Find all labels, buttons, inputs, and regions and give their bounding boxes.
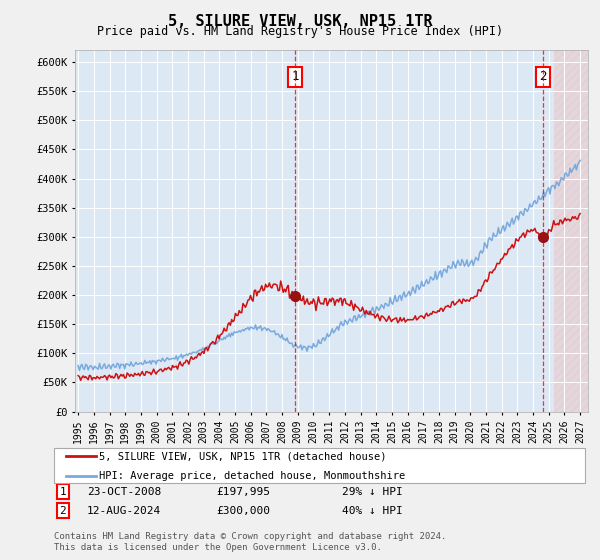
- Text: £197,995: £197,995: [216, 487, 270, 497]
- Text: Price paid vs. HM Land Registry's House Price Index (HPI): Price paid vs. HM Land Registry's House …: [97, 25, 503, 38]
- Text: 1: 1: [59, 487, 67, 497]
- Text: 12-AUG-2024: 12-AUG-2024: [87, 506, 161, 516]
- Text: 29% ↓ HPI: 29% ↓ HPI: [342, 487, 403, 497]
- Text: Contains HM Land Registry data © Crown copyright and database right 2024.
This d: Contains HM Land Registry data © Crown c…: [54, 532, 446, 552]
- Text: 1: 1: [291, 70, 299, 83]
- Text: 2: 2: [539, 70, 547, 83]
- Text: 5, SILURE VIEW, USK, NP15 1TR (detached house): 5, SILURE VIEW, USK, NP15 1TR (detached …: [99, 451, 386, 461]
- Text: 40% ↓ HPI: 40% ↓ HPI: [342, 506, 403, 516]
- Text: 2: 2: [59, 506, 67, 516]
- Text: £300,000: £300,000: [216, 506, 270, 516]
- Text: HPI: Average price, detached house, Monmouthshire: HPI: Average price, detached house, Monm…: [99, 471, 405, 481]
- Text: 5, SILURE VIEW, USK, NP15 1TR: 5, SILURE VIEW, USK, NP15 1TR: [167, 14, 433, 29]
- Text: 23-OCT-2008: 23-OCT-2008: [87, 487, 161, 497]
- Bar: [554, 50, 588, 412]
